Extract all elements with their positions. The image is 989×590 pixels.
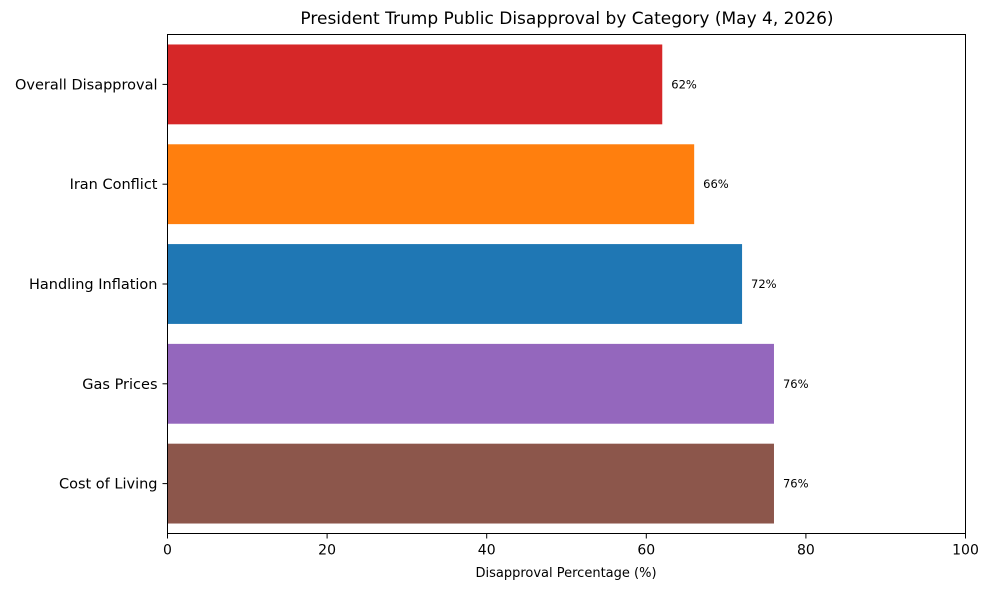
x-axis-label: Disapproval Percentage (%) xyxy=(475,566,656,581)
data-label: 66% xyxy=(703,177,729,191)
data-label: 76% xyxy=(783,377,809,391)
data-label: 76% xyxy=(783,477,809,491)
bar-overall-disapproval xyxy=(167,44,663,125)
x-tick-label: 20 xyxy=(318,543,336,559)
bar-handling-inflation xyxy=(167,244,743,324)
x-tick-label: 40 xyxy=(478,543,496,559)
bar-iran-conflict xyxy=(167,144,695,225)
y-tick-label: Overall Disapproval xyxy=(15,77,157,93)
bar-gas-prices xyxy=(167,343,774,424)
data-label: 62% xyxy=(671,77,697,91)
x-axis: 0 20 40 60 80 100 xyxy=(163,533,979,559)
data-label: 72% xyxy=(751,277,777,291)
bars-layer: 62% 66% 72% 76% 76% xyxy=(167,44,809,524)
y-axis: Overall Disapproval Iran Conflict Handling… xyxy=(15,77,168,493)
y-tick-label: Cost of Living xyxy=(59,477,158,493)
x-tick-label: 0 xyxy=(163,543,172,559)
y-tick-label: Iran Conflict xyxy=(70,177,158,193)
x-tick-label: 80 xyxy=(797,543,815,559)
x-tick-label: 100 xyxy=(952,543,979,559)
y-tick-label: Handling Inflation xyxy=(29,277,158,293)
y-tick-label: Gas Prices xyxy=(82,377,157,393)
chart-title: President Trump Public Disapproval by Ca… xyxy=(300,9,833,29)
x-tick-label: 60 xyxy=(637,543,655,559)
bar-cost-of-living xyxy=(167,443,774,524)
